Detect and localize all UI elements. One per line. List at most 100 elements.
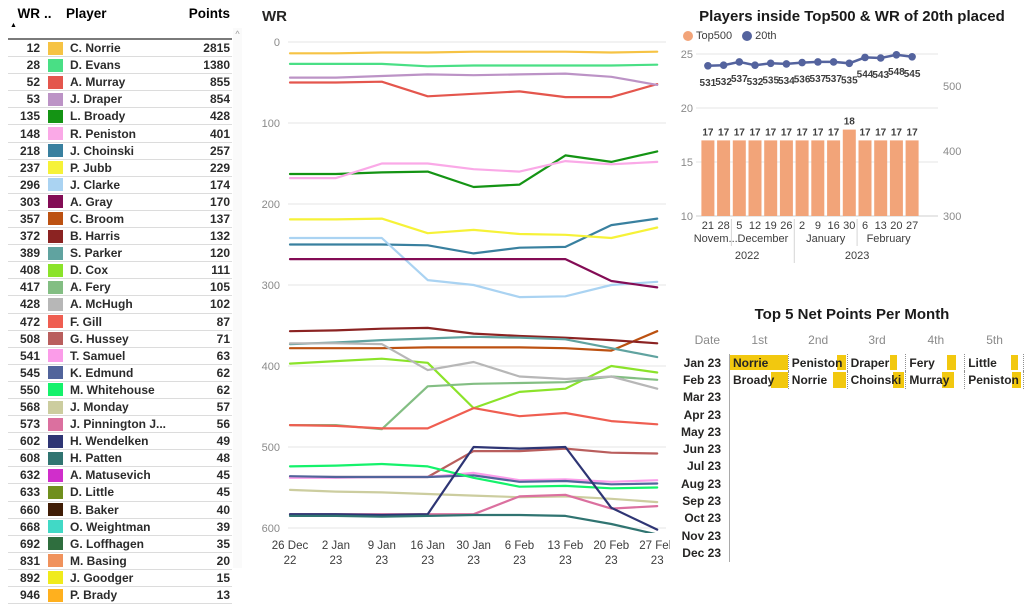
player-row-a-murray[interactable]: 52 A. Murray 855 [8, 74, 232, 92]
player-row-g-hussey[interactable]: 508 G. Hussey 71 [8, 331, 232, 348]
top5-row-mar-23[interactable]: Mar 23 [680, 388, 1024, 406]
player-row-l-broady[interactable]: 135 L. Broady 428 [8, 108, 232, 126]
top5-row-jul-23[interactable]: Jul 23 [680, 457, 1024, 476]
top500-bar[interactable] [717, 140, 731, 216]
player-row-h-wendelken[interactable]: 602 H. Wendelken 49 [8, 433, 232, 451]
player-row-f-gill[interactable]: 472 F. Gill 87 [8, 314, 232, 331]
wr-line-a-gray[interactable] [288, 258, 659, 289]
top500-bar[interactable] [732, 140, 746, 216]
wr-line-r-peniston[interactable] [288, 160, 659, 180]
top5-cell-broady[interactable]: Broady [730, 371, 789, 389]
player-row-p-brady[interactable]: 946 P. Brady 13 [8, 587, 232, 604]
top5-row-jan-23[interactable]: Jan 23 Norrie Peniston Draper Fery Little [680, 354, 1024, 372]
top5-cell-norrie[interactable]: Norrie [789, 371, 848, 389]
top5-row-oct-23[interactable]: Oct 23 [680, 509, 1024, 527]
player-wr: 946 [19, 588, 40, 603]
player-row-j-pinnington-j[interactable]: 573 J. Pinnington J... 56 [8, 416, 232, 434]
top5-cell-draper[interactable]: Draper [848, 354, 907, 372]
top5-row-jun-23[interactable]: Jun 23 [680, 440, 1024, 458]
top5-player-name: Peniston [791, 356, 843, 370]
player-row-c-norrie[interactable]: 12 C. Norrie 2815 [8, 40, 232, 58]
top5-row-feb-23[interactable]: Feb 23 Broady Norrie Choinski Murray Peniston [680, 371, 1024, 389]
player-row-t-samuel[interactable]: 541 T. Samuel 63 [8, 348, 232, 365]
wr-line-d-evans[interactable] [288, 62, 659, 68]
player-row-j-clarke[interactable]: 296 J. Clarke 174 [8, 177, 232, 194]
scroll-up-icon[interactable]: ^ [235, 29, 240, 39]
wr-line-j-monday[interactable] [288, 488, 659, 504]
top5-row-apr-23[interactable]: Apr 23 [680, 405, 1024, 424]
wr-line-a-murray[interactable] [288, 80, 659, 99]
wr-line-h-wendelken[interactable] [288, 445, 659, 531]
top5-row-dec-23[interactable]: Dec 23 [680, 544, 1024, 562]
top500-bar[interactable] [701, 140, 715, 216]
player-row-h-patten[interactable]: 608 H. Patten 48 [8, 450, 232, 468]
top5-cell-peniston[interactable]: Peniston [789, 354, 848, 372]
player-row-m-whitehouse[interactable]: 550 M. Whitehouse 62 [8, 382, 232, 399]
top5-row-nov-23[interactable]: Nov 23 [680, 526, 1024, 545]
top500-bar[interactable] [874, 140, 888, 216]
top5-row-aug-23[interactable]: Aug 23 [680, 475, 1024, 493]
wr-line-c-broom[interactable] [288, 330, 659, 352]
top5-cell-fery[interactable]: Fery [906, 354, 966, 372]
top5-cell-norrie[interactable]: Norrie [730, 354, 789, 372]
wr-line-a-fery[interactable] [288, 375, 659, 431]
top5-cell-choinski[interactable]: Choinski [848, 371, 907, 389]
player-row-c-broom[interactable]: 357 C. Broom 137 [8, 211, 232, 229]
wr-line-k-edmund[interactable] [288, 474, 659, 486]
player-row-d-little[interactable]: 633 D. Little 45 [8, 484, 232, 502]
top5-row-sep-23[interactable]: Sep 23 [680, 492, 1024, 510]
player-row-s-parker[interactable]: 389 S. Parker 120 [8, 245, 232, 263]
top500-bar[interactable] [827, 140, 841, 216]
player-row-a-mchugh[interactable]: 428 A. McHugh 102 [8, 296, 232, 314]
column-header-player[interactable]: Player [66, 6, 107, 21]
top500-bar[interactable] [842, 129, 856, 216]
wr-line-a-mchugh[interactable] [288, 342, 659, 390]
legend-item-top500[interactable]: Top500 [683, 30, 732, 42]
player-row-r-peniston[interactable]: 148 R. Peniston 401 [8, 125, 232, 143]
top5-row-may-23[interactable]: May 23 [680, 423, 1024, 441]
wr-line-h-patten[interactable] [288, 513, 657, 535]
player-row-j-choinski[interactable]: 218 J. Choinski 257 [8, 143, 232, 160]
top500-bar[interactable] [858, 140, 872, 216]
wr-line-p-jubb[interactable] [288, 217, 659, 240]
player-row-d-cox[interactable]: 408 D. Cox 111 [8, 262, 232, 280]
top500-bar[interactable] [779, 140, 793, 216]
top5-cell-murray[interactable]: Murray [906, 371, 966, 389]
player-row-j-goodger[interactable]: 892 J. Goodger 15 [8, 570, 232, 587]
player-row-k-edmund[interactable]: 545 K. Edmund 62 [8, 365, 232, 382]
player-row-o-weightman[interactable]: 668 O. Weightman 39 [8, 519, 232, 536]
player-row-a-gray[interactable]: 303 A. Gray 170 [8, 194, 232, 211]
wr-line-chart[interactable]: 0 100 200 300 400 500 600 26 Dec 22 2 Jan 23 9 Jan 2… [240, 0, 670, 576]
column-header-points[interactable]: Points [188, 6, 230, 21]
wr-line-c-norrie[interactable] [288, 50, 659, 55]
top500-bar[interactable] [764, 140, 778, 216]
top5-cell-peniston[interactable]: Peniston [965, 371, 1024, 389]
wr-line-b-harris[interactable] [288, 326, 659, 345]
player-row-j-monday[interactable]: 568 J. Monday 57 [8, 399, 232, 417]
player-row-a-fery[interactable]: 417 A. Fery 105 [8, 279, 232, 297]
player-row-m-basing[interactable]: 831 M. Basing 20 [8, 553, 232, 570]
top5-cell-little[interactable]: Little [965, 354, 1024, 372]
player-row-d-evans[interactable]: 28 D. Evans 1380 [8, 57, 232, 75]
column-header-legend[interactable]: .. [44, 6, 52, 21]
player-row-p-jubb[interactable]: 237 P. Jubb 229 [8, 160, 232, 177]
player-row-g-loffhagen[interactable]: 692 G. Loffhagen 35 [8, 536, 232, 553]
top500-bar[interactable] [811, 140, 825, 216]
legend-item-20th[interactable]: 20th [742, 30, 777, 42]
top500-bar[interactable] [905, 140, 919, 216]
column-header-wr[interactable]: WR ▲ [10, 6, 40, 29]
wr-line-f-gill[interactable] [288, 407, 659, 430]
player-row-a-matusevich[interactable]: 632 A. Matusevich 45 [8, 467, 232, 485]
table-scrollbar[interactable]: ^ [233, 28, 242, 568]
wr-line-j-clarke[interactable] [288, 236, 659, 299]
top500-bar[interactable] [748, 140, 762, 216]
wr-line-j-draper[interactable] [288, 72, 659, 87]
player-row-b-harris[interactable]: 372 B. Harris 132 [8, 228, 232, 246]
player-row-j-draper[interactable]: 53 J. Draper 854 [8, 91, 232, 109]
top500-bar[interactable] [795, 140, 809, 216]
wr-line-s-parker[interactable] [288, 335, 659, 359]
wr-line-j-choinski[interactable] [288, 217, 659, 255]
player-row-b-baker[interactable]: 660 B. Baker 40 [8, 502, 232, 519]
top500-bar[interactable] [889, 140, 903, 216]
